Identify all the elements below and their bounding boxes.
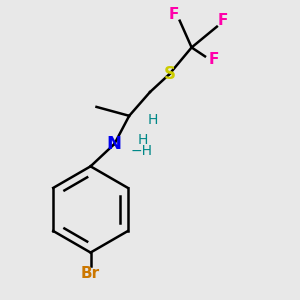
Text: N: N <box>107 135 122 153</box>
Text: F: F <box>218 13 228 28</box>
Text: S: S <box>163 65 175 83</box>
Text: −H: −H <box>130 145 152 158</box>
Text: Br: Br <box>81 266 100 281</box>
Text: F: F <box>169 7 179 22</box>
Text: F: F <box>209 52 219 67</box>
Text: H: H <box>148 113 158 127</box>
Text: H: H <box>137 133 148 147</box>
